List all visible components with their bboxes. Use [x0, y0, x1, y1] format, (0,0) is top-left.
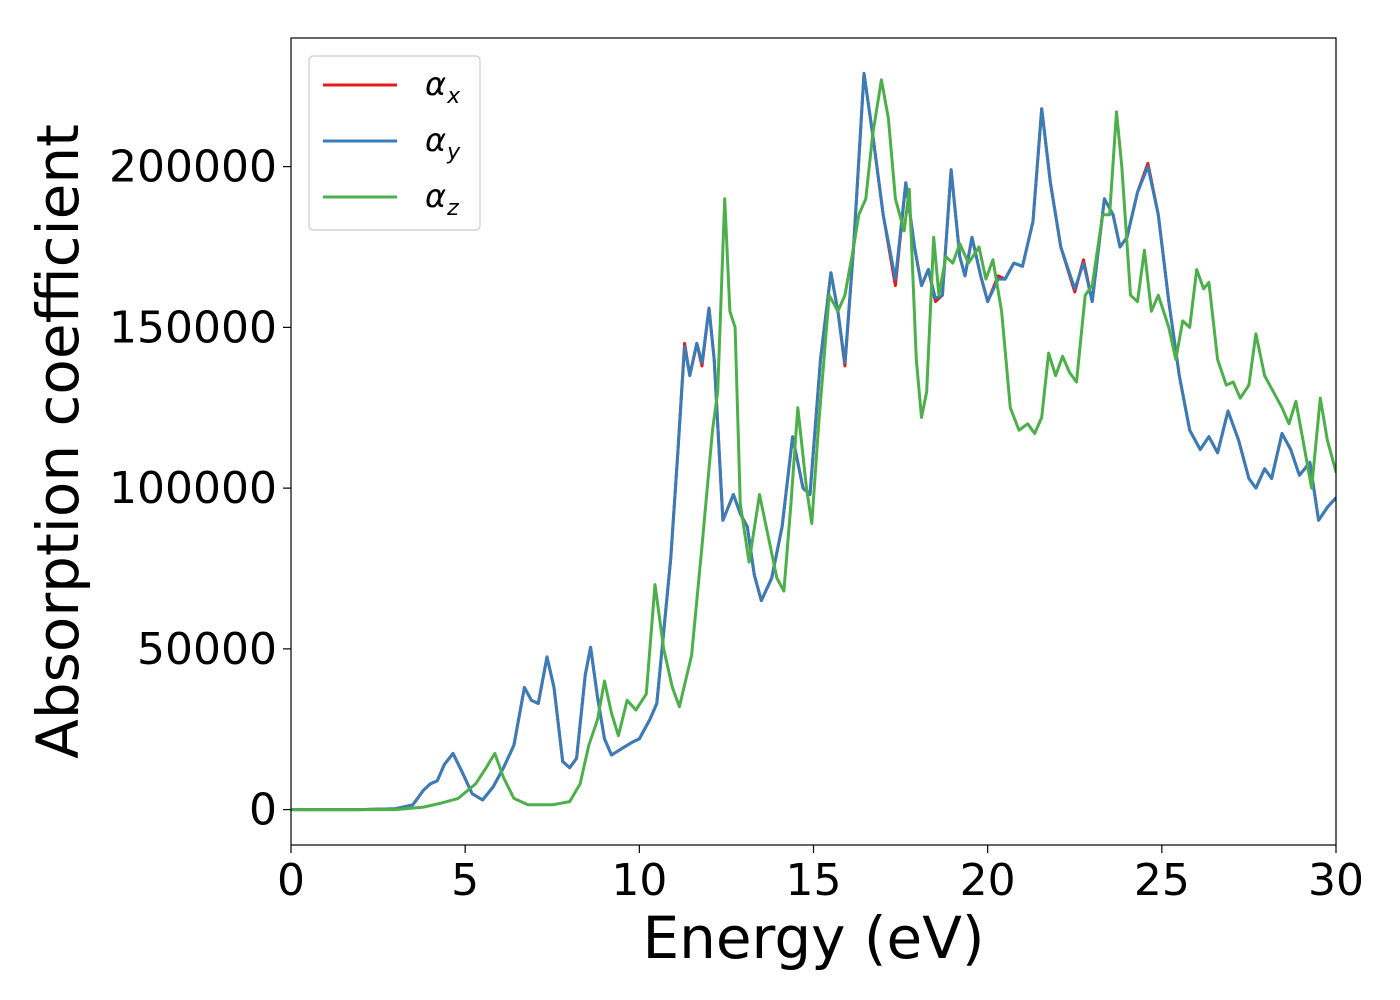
x-tick-label: 30 — [1308, 855, 1364, 906]
x-tick-label: 5 — [451, 855, 479, 906]
y-tick-label: 150000 — [109, 302, 277, 353]
y-tick-label: 200000 — [109, 142, 277, 193]
legend-label-x: αx — [425, 65, 461, 109]
legend-subscript: x — [446, 84, 461, 109]
series-layer — [291, 71, 1336, 812]
legend-box — [308, 55, 481, 231]
x-axis: 0 5 10 15 20 25 30 — [277, 845, 1364, 906]
x-tick-label: 20 — [960, 855, 1016, 906]
legend-subscript: z — [446, 196, 459, 221]
legend-subscript: y — [446, 140, 461, 165]
legend-symbol: α — [425, 177, 446, 215]
series-line-z — [291, 78, 1336, 812]
x-tick-label: 0 — [277, 855, 305, 906]
legend-symbol: α — [425, 121, 446, 159]
series-line-y — [291, 71, 1336, 812]
y-axis: 0 50000 100000 150000 200000 — [109, 142, 291, 836]
x-axis-title: Energy (eV) — [642, 904, 984, 972]
legend-label-y: αy — [425, 121, 461, 165]
y-tick-label: 0 — [249, 785, 277, 836]
legend-label-z: αz — [425, 177, 459, 221]
y-tick-label: 50000 — [137, 624, 277, 675]
x-tick-label: 10 — [611, 855, 667, 906]
legend-symbol: α — [425, 65, 446, 103]
x-tick-label: 25 — [1134, 855, 1190, 906]
x-tick-label: 15 — [786, 855, 842, 906]
y-axis-title: Absorption coefficient — [24, 124, 92, 759]
y-tick-label: 100000 — [109, 463, 277, 514]
